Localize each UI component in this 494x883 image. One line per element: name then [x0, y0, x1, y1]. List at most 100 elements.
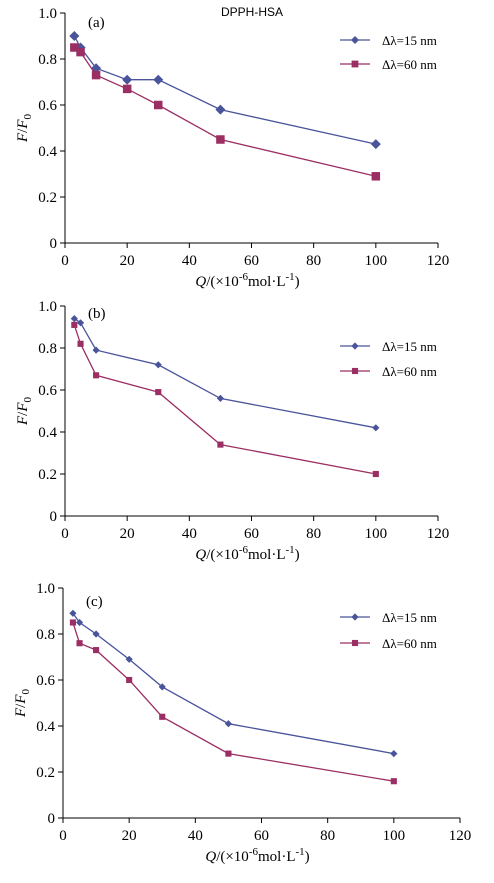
legend-marker-1 — [351, 613, 359, 621]
x-axis-title-close: ) — [295, 274, 300, 290]
y-tick-label: 0.6 — [36, 673, 55, 689]
x-axis-title-sup: -6 — [249, 846, 259, 858]
x-tick-label: 20 — [120, 253, 135, 269]
series-1-point — [69, 609, 77, 617]
panel-label: (c) — [86, 594, 103, 610]
series-2-point — [217, 441, 224, 448]
series-2-point — [372, 470, 379, 478]
x-tick-label: 100 — [383, 828, 406, 844]
series-1-point — [224, 720, 233, 728]
y-axis-title-main: F — [13, 707, 29, 718]
series-2-point — [225, 750, 232, 757]
y-tick-label: 0 — [50, 509, 58, 525]
y-axis-title-sym: F — [13, 694, 29, 705]
y-tick-label: 0.2 — [38, 190, 57, 206]
y-axis-title-sep: / — [15, 128, 31, 133]
legend-label-2: Δλ=60 nm — [382, 636, 437, 651]
x-tick-label: 100 — [365, 253, 388, 269]
y-axis-title: F/F0 — [15, 396, 34, 426]
y-axis-title-main: F — [15, 415, 31, 426]
legend-label-2: Δλ=60 nm — [382, 57, 437, 72]
y-tick-label: 0 — [48, 811, 56, 827]
x-axis-title-close: ) — [295, 547, 300, 563]
series-2-point — [154, 100, 163, 110]
x-axis-title-sup2: -1 — [285, 544, 294, 556]
x-axis-title-sup2: -1 — [295, 846, 304, 858]
x-axis-title-sup: -6 — [239, 544, 249, 556]
series-2-point — [71, 321, 78, 328]
series-2-point — [216, 135, 225, 144]
chart-panel-a: 00.20.40.60.81.00 20 40 60 80 100 120F/F0Q/(×1… — [15, 5, 449, 290]
y-axis-title-sep: / — [15, 411, 31, 416]
legend-label-2: Δλ=60 nm — [382, 364, 437, 379]
x-tick-label: 0 — [59, 828, 67, 844]
series-2-point — [77, 340, 84, 347]
legend-label-1: Δλ=15 nm — [382, 339, 437, 354]
series-2-point — [91, 70, 101, 80]
y-tick-label: 0 — [50, 236, 58, 252]
series-1-point — [70, 315, 78, 323]
series-2-point — [122, 84, 132, 94]
x-tick-label: 80 — [320, 828, 335, 844]
chart-panel-b: 00.20.40.60.81.00 20 40 60 80 100 120F/F0Q/(×1… — [15, 299, 449, 563]
x-tick-label: 0 — [61, 253, 69, 269]
legend-label-1: Δλ=15 nm — [382, 610, 437, 625]
y-axis-title-sub: 0 — [22, 113, 34, 119]
series-1-point — [154, 361, 162, 369]
x-axis-title-sup: -6 — [239, 271, 249, 283]
x-axis-title: Q/(×10-6mol·L-1) — [195, 271, 299, 290]
series-2-point — [69, 619, 76, 626]
y-tick-label: 0.6 — [38, 98, 57, 114]
x-tick-label: 120 — [427, 253, 450, 269]
x-axis-title-rest: /(×10 — [206, 547, 239, 563]
y-tick-label: 1.0 — [38, 6, 57, 22]
y-tick-label: 1.0 — [36, 581, 55, 597]
legend-marker-2 — [351, 60, 359, 68]
x-axis-title-rest: /(×10 — [216, 849, 249, 865]
series-line-1 — [73, 318, 376, 429]
series-1-point — [76, 319, 85, 327]
y-tick-label: 0.8 — [38, 52, 57, 68]
x-axis-title-main: Q — [205, 849, 216, 865]
x-tick-label: 80 — [306, 526, 321, 542]
series-1-point — [125, 655, 133, 663]
x-tick-label: 80 — [306, 253, 321, 269]
chart-panel-c: 00.20.40.60.81.00 20 40 60 80 100 120F/F0Q/(×1… — [13, 581, 471, 865]
series-1-point — [92, 346, 100, 354]
series-2-point — [371, 172, 381, 181]
x-axis-title-rest2: mol·L — [258, 849, 296, 865]
y-tick-label: 0.2 — [36, 765, 55, 781]
panel-label: (b) — [88, 306, 106, 322]
y-tick-label: 0.2 — [38, 467, 57, 483]
y-tick-label: 0.4 — [38, 425, 57, 441]
series-line-1 — [72, 612, 394, 755]
series-2-point — [126, 676, 133, 684]
legend-marker-1 — [351, 36, 359, 44]
x-tick-label: 0 — [61, 526, 69, 542]
panel-label: (a) — [88, 15, 105, 31]
y-axis-title-sub: 0 — [20, 688, 32, 694]
series-line-2 — [72, 622, 394, 782]
series-line-2 — [73, 324, 376, 475]
x-tick-label: 20 — [120, 526, 135, 542]
series-2-point — [70, 43, 79, 52]
x-axis-title-rest: /(×10 — [206, 274, 239, 290]
x-tick-label: 120 — [427, 526, 450, 542]
series-line-2 — [73, 46, 376, 177]
legend-label-1: Δλ=15 nm — [382, 33, 437, 48]
x-tick-label: 20 — [122, 828, 137, 844]
series-1-point — [390, 750, 398, 758]
series-2-point — [76, 47, 85, 57]
series-2-point — [76, 640, 83, 647]
series-1-point — [158, 683, 166, 691]
y-axis-title-sub: 0 — [22, 396, 34, 402]
y-axis-title-sym: F — [15, 119, 31, 130]
y-axis-title-main: F — [15, 132, 31, 143]
x-axis-title-main: Q — [195, 274, 206, 290]
x-axis-title-sup2: -1 — [285, 271, 294, 283]
x-tick-label: 40 — [182, 253, 197, 269]
series-1-point — [370, 139, 381, 150]
series-1-point — [75, 618, 84, 627]
series-2-point — [159, 713, 166, 720]
